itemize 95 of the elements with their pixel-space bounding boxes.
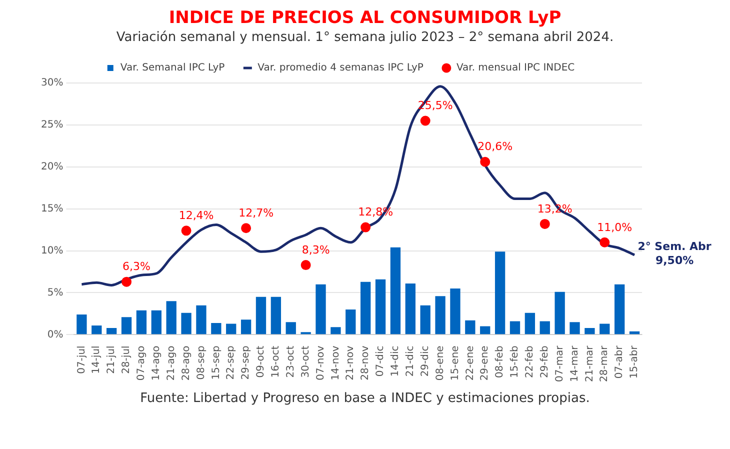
x-tick-label: 21-mar [584, 344, 596, 382]
x-tick-label: 29-dic [420, 346, 431, 377]
x-tick-label: 07-ago [136, 346, 148, 381]
data-label: 6,3% [122, 260, 150, 274]
x-tick-label: 07-mar [554, 344, 566, 382]
x-tick-label: 28-nov [360, 346, 372, 380]
source-note: Fuente: Libertad y Progreso en base a INDEC y estimaciones propias. [139, 391, 591, 406]
line-series [80, 85, 636, 286]
bar [465, 320, 476, 334]
bar [106, 328, 117, 334]
x-tick-label: 28-jul [121, 346, 132, 374]
x-tick-label: 21-nov [345, 346, 356, 380]
annotation: 2° Sem. Abr 9,50% [638, 240, 712, 267]
chart-title: INDICE DE PRECIOS AL CONSUMIDOR LyP [168, 8, 562, 28]
bar [614, 284, 625, 334]
bar [286, 322, 296, 334]
x-tick-label: 21-dic [405, 346, 416, 377]
y-tick-label: 15% [40, 203, 64, 214]
y-tick-label: 25% [40, 120, 64, 131]
bar [600, 324, 610, 334]
bar [554, 292, 565, 334]
x-tick-label: 14-ago [151, 346, 162, 381]
x-tick-label: 07-nov [315, 346, 326, 380]
x-tick-label: 21-ago [166, 346, 177, 381]
x-tick-label: 30-oct [300, 346, 312, 378]
bar [181, 312, 192, 334]
x-tick-label: 23-oct [285, 346, 296, 378]
bar [510, 321, 520, 334]
bar [584, 328, 595, 334]
x-tick-label: 29-sep [240, 346, 252, 380]
bar [92, 325, 102, 334]
data-label: 12,7% [238, 206, 274, 220]
x-tick-label: 15-feb [510, 346, 521, 378]
bar [76, 314, 87, 334]
bar [524, 312, 536, 334]
x-tick-label: 16-oct [270, 346, 282, 378]
x-tick-label: 07-jul [76, 346, 88, 374]
bar [540, 321, 550, 334]
bar [256, 296, 266, 334]
x-tick-label: 29-feb [539, 346, 550, 378]
x-tick-label: 07-abr [614, 344, 626, 379]
bar [494, 252, 506, 334]
bar [375, 279, 386, 334]
bar [136, 310, 147, 334]
x-tick-label: 21-jul [106, 346, 118, 374]
x-tick-label: 28-ago [180, 346, 192, 381]
bar [151, 310, 162, 334]
x-tick-label: 08-feb [494, 346, 506, 378]
bar [166, 301, 176, 334]
bar [330, 327, 341, 334]
bar [420, 305, 430, 334]
bar [240, 320, 252, 334]
bar [316, 284, 326, 334]
y-tick-label: 20% [40, 161, 64, 172]
bar [226, 324, 236, 334]
y-tick-label: 5% [47, 287, 64, 298]
x-tick-label: 15-abr [629, 344, 640, 379]
bar [121, 317, 132, 334]
bar [450, 288, 460, 334]
data-label: 20,6% [478, 140, 513, 154]
x-tick-label: 08-ene [434, 346, 446, 381]
data-label: 11,0% [597, 220, 632, 234]
chart-subtitle: Variación semanal y mensual. 1° semana julio 2023 – 2° semana abril 2024. [115, 30, 615, 45]
bar [435, 296, 446, 334]
bar [480, 326, 490, 334]
x-tick-label: 14-mar [569, 344, 580, 382]
x-tick-label: 14-nov [330, 346, 342, 380]
legend-label: Var. promedio 4 semanas IPC LyP [258, 62, 424, 74]
x-tick-label: 07-dic [375, 346, 386, 377]
bar [211, 322, 222, 334]
x-tick-label: 14-dic [390, 346, 402, 377]
x-tick-label: 22-ene [464, 346, 476, 381]
legend-label: Var. mensual IPC INDEC [456, 62, 575, 74]
y-tick-label: 30% [40, 78, 64, 89]
bar [196, 305, 206, 334]
x-tick-label: 22-feb [524, 346, 536, 378]
bar [390, 247, 401, 334]
y-tick-label: 10% [40, 245, 64, 256]
bar [570, 322, 580, 334]
x-tick-label: 29-ene [480, 346, 491, 381]
x-tick-label: 15-sep [210, 346, 222, 380]
bar [270, 296, 282, 334]
bar [405, 284, 416, 334]
data-label: 12,4% [178, 209, 214, 222]
bar [346, 310, 356, 334]
legend-label: Var. Semanal IPC LyP [120, 62, 225, 74]
x-tick-label: 15-ene [450, 346, 461, 381]
y-tick-label: 0% [47, 329, 64, 340]
x-tick-label: 28-mar [599, 344, 610, 382]
x-tick-label: 08-sep [196, 346, 207, 380]
x-tick-label: 14-jul [91, 346, 102, 374]
data-label: 8,3% [302, 243, 330, 256]
x-tick-label: 09-oct [256, 346, 267, 378]
bar [360, 282, 371, 334]
x-tick-label: 22-sep [226, 346, 237, 380]
